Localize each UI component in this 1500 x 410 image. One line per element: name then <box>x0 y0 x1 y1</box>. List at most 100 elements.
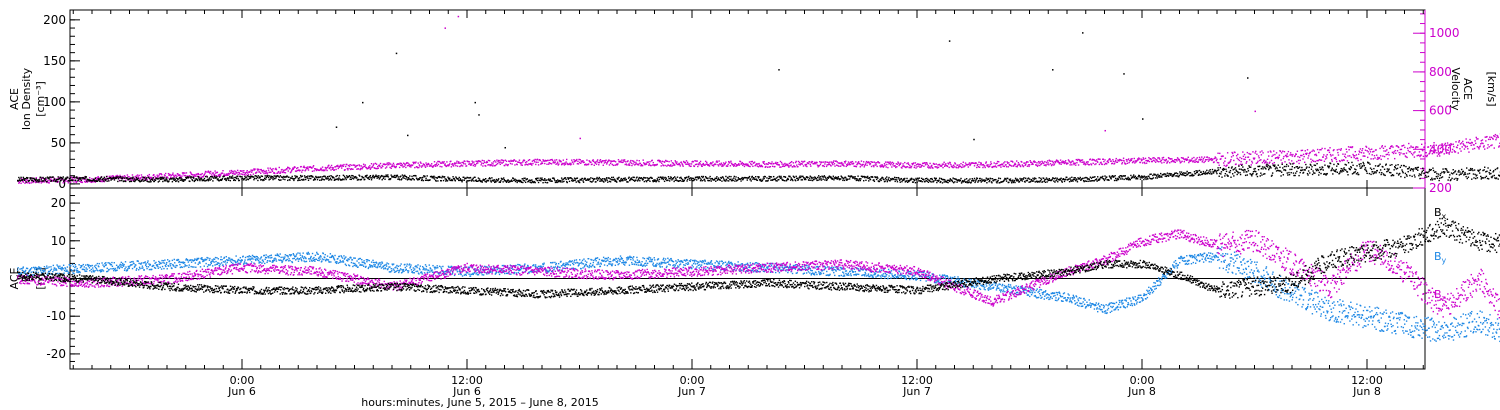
velocity-series-point <box>742 164 744 167</box>
velocity-series-point <box>889 161 891 163</box>
velocity-series-point <box>1334 156 1337 159</box>
velocity-series-point <box>1321 147 1323 150</box>
velocity-series-point <box>564 162 566 164</box>
density-series-point <box>463 179 466 181</box>
density-series-point <box>1003 179 1006 181</box>
velocity-series-point <box>1071 164 1073 166</box>
density-series-point <box>512 177 514 180</box>
velocity-series-point <box>1487 138 1490 141</box>
density-series-point <box>536 177 538 180</box>
velocity-series-point <box>621 159 623 161</box>
velocity-series-point <box>509 160 511 163</box>
density-series-point <box>364 175 367 178</box>
density-series-point <box>319 179 321 181</box>
velocity-series-point <box>402 162 405 164</box>
density-series-point <box>459 178 462 180</box>
velocity-series-point <box>1347 155 1349 157</box>
density-series-point <box>500 180 502 182</box>
density-series-point <box>889 180 891 182</box>
density-series-point <box>386 175 388 178</box>
velocity-series-point <box>1383 150 1385 152</box>
density-series-point <box>852 177 854 179</box>
velocity-series-point <box>292 168 295 170</box>
velocity-series-point <box>550 163 553 165</box>
velocity-series-point <box>1076 159 1079 162</box>
velocity-series-point <box>1483 145 1485 147</box>
velocity-series-point <box>1349 155 1351 157</box>
density-series-point <box>36 181 38 183</box>
density-series-point <box>330 179 333 181</box>
density-series-point <box>847 178 849 180</box>
velocity-series-point <box>1044 161 1046 163</box>
velocity-series-point <box>683 160 685 163</box>
velocity-series-point <box>1232 152 1234 155</box>
velocity-series-point <box>513 159 516 161</box>
density-series-point <box>459 179 461 182</box>
velocity-series-point <box>1316 159 1318 162</box>
density-series-point <box>321 178 323 180</box>
velocity-series-point <box>1261 161 1264 164</box>
density-series-point <box>896 179 898 181</box>
density-series-point <box>252 176 255 178</box>
density-series-point <box>969 178 971 180</box>
velocity-series-point <box>278 170 280 173</box>
density-series-point <box>707 179 710 182</box>
velocity-series-point <box>24 182 26 184</box>
density-series-point <box>1014 177 1017 180</box>
velocity-series-point <box>1449 143 1451 146</box>
velocity-series-point <box>1394 149 1396 152</box>
density-series-point <box>207 178 209 181</box>
density-series-point <box>217 178 219 180</box>
velocity-series-point <box>727 163 729 166</box>
velocity-series-point <box>335 168 337 171</box>
density-series-point <box>143 176 145 179</box>
density-series-point <box>801 179 804 181</box>
velocity-series-point <box>249 170 251 173</box>
density-series-point <box>669 178 671 180</box>
velocity-series-point <box>1273 150 1275 152</box>
density-series-point <box>163 176 165 179</box>
velocity-series-point <box>1300 154 1302 157</box>
density-series-point <box>48 178 50 180</box>
velocity-series-point <box>325 168 327 170</box>
density-series-point <box>103 180 105 182</box>
density-series-point <box>142 176 144 178</box>
velocity-series-point <box>1028 164 1031 166</box>
density-series-point <box>580 179 583 181</box>
velocity-series-point <box>1253 157 1256 159</box>
velocity-series-point <box>404 164 406 166</box>
velocity-series-point <box>938 163 941 166</box>
density-series-point <box>27 177 29 179</box>
velocity-series-point <box>300 165 302 168</box>
velocity-series-point <box>407 164 410 167</box>
velocity-series-point <box>1208 157 1210 159</box>
velocity-series-point <box>1478 148 1480 150</box>
velocity-series-point <box>833 160 835 162</box>
velocity-series-point <box>927 164 930 167</box>
velocity-series-point <box>1392 152 1395 155</box>
velocity-series-point <box>1054 161 1056 163</box>
density-series-point <box>776 180 778 182</box>
density-series-point <box>481 181 484 183</box>
velocity-series-point <box>448 164 450 166</box>
density-series-point <box>935 179 937 181</box>
velocity-series-point <box>1368 153 1371 155</box>
velocity-series-point <box>1198 159 1200 161</box>
velocity-series-point <box>1126 160 1128 162</box>
density-series-point <box>1012 181 1015 184</box>
velocity-series-point <box>172 174 175 176</box>
velocity-series-point <box>775 161 777 164</box>
velocity-series-point <box>892 164 894 166</box>
velocity-series-point <box>653 164 655 166</box>
velocity-series-point <box>194 175 197 177</box>
velocity-series-point <box>227 174 229 177</box>
velocity-series-point <box>504 164 506 167</box>
velocity-series-point <box>386 162 388 164</box>
density-series-point <box>350 178 352 181</box>
density-series-point <box>581 177 584 180</box>
velocity-series-point <box>1395 152 1397 154</box>
density-series-point <box>1037 180 1040 183</box>
velocity-series-point <box>492 161 495 163</box>
velocity-series-point <box>220 174 222 176</box>
velocity-series-point <box>868 162 871 164</box>
